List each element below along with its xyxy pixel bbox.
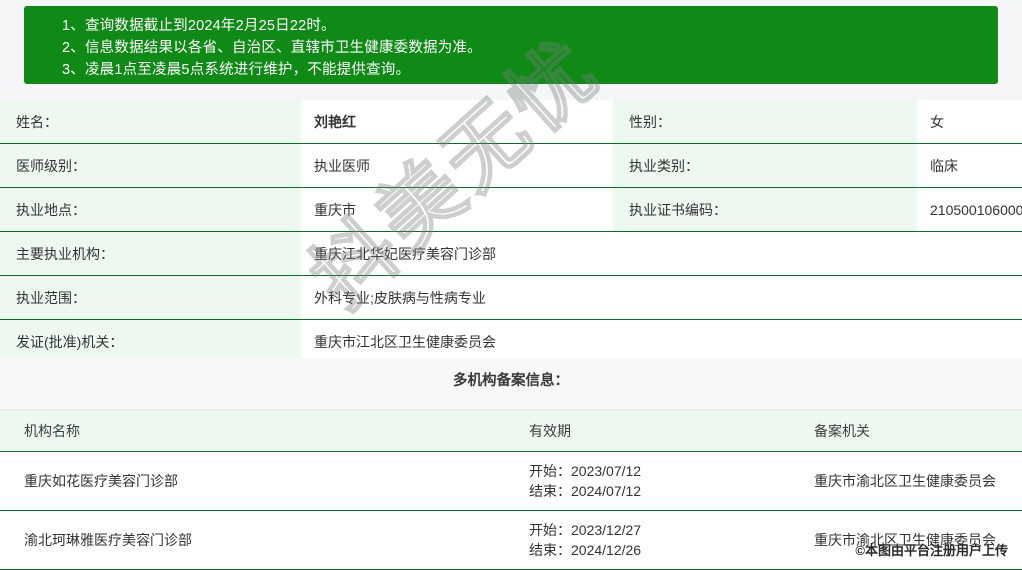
column-header-institution-name: 机构名称 (0, 410, 529, 452)
value-practice-category: 临床 (917, 143, 1022, 188)
label-name: 姓名： (0, 100, 301, 144)
cell-filing-authority: 重庆市渝北区卫生健康委员会 (814, 510, 1022, 570)
label-gender: 性别： (613, 100, 917, 144)
column-header-validity-period: 有效期 (529, 410, 814, 452)
corner-watermark: ©本图由平台注册用户上传 (855, 543, 1008, 558)
cell-validity-period: 开始：2023/12/27 结束：2024/12/26 (529, 510, 814, 570)
value-primary-institution: 重庆江北华妃医疗美容门诊部 (301, 231, 1022, 276)
label-practice-scope: 执业范围： (0, 275, 301, 320)
table-row: 渝北珂琳雅医疗美容门诊部 开始：2023/12/27 结束：2024/12/26… (0, 510, 1022, 570)
validity-end: 结束：2024/12/26 (529, 542, 642, 558)
cell-validity-period: 开始：2023/07/12 结束：2024/07/12 (529, 451, 814, 511)
notice-line-3: 3、凌晨1点至凌晨5点系统进行维护，不能提供查询。 (62, 62, 411, 78)
table-row: 姓名： 刘艳红 性别： 女 (0, 100, 1022, 144)
value-issuing-authority: 重庆市江北区卫生健康委员会 (301, 319, 1022, 364)
table-row: 重庆如花医疗美容门诊部 开始：2023/07/12 结束：2024/07/12 … (0, 451, 1022, 511)
validity-start: 开始：2023/07/12 (529, 463, 642, 479)
filing-records-table: 机构名称 有效期 备案机关 重庆如花医疗美容门诊部 开始：2023/07/12 … (0, 410, 1022, 570)
value-practice-scope: 外科专业;皮肤病与性病专业 (301, 275, 1022, 320)
notice-line-2: 2、信息数据结果以各省、自治区、直辖市卫生健康委数据为准。 (62, 40, 482, 56)
validity-end: 结束：2024/07/12 (529, 483, 642, 499)
value-gender: 女 (917, 100, 1022, 144)
table-row: 发证(批准)机关： 重庆市江北区卫生健康委员会 (0, 319, 1022, 364)
table-row: 主要执业机构： 重庆江北华妃医疗美容门诊部 (0, 231, 1022, 276)
label-license-number: 执业证书编码： (613, 187, 917, 232)
cell-institution-name: 重庆如花医疗美容门诊部 (0, 451, 529, 511)
multi-institution-section-band: 多机构备案信息： (0, 358, 1022, 410)
label-doctor-level: 医师级别： (0, 143, 301, 188)
value-license-number: 210500106000788 (917, 187, 1022, 232)
value-name: 刘艳红 (301, 100, 613, 144)
notice-line-1: 1、查询数据截止到2024年2月25日22时。 (62, 18, 336, 34)
table-row: 执业范围： 外科专业;皮肤病与性病专业 (0, 275, 1022, 320)
notice-banner: 1、查询数据截止到2024年2月25日22时。 2、信息数据结果以各省、自治区、… (24, 6, 998, 84)
table-header-row: 机构名称 有效期 备案机关 (0, 410, 1022, 452)
column-header-filing-authority: 备案机关 (814, 410, 1022, 452)
label-issuing-authority: 发证(批准)机关： (0, 319, 301, 364)
table-row: 医师级别： 执业医师 执业类别： 临床 (0, 143, 1022, 188)
validity-start: 开始：2023/12/27 (529, 522, 642, 538)
table-row: 执业地点： 重庆市 执业证书编码： 210500106000788 (0, 187, 1022, 232)
label-practice-location: 执业地点： (0, 187, 301, 232)
value-practice-location: 重庆市 (301, 187, 613, 232)
label-primary-institution: 主要执业机构： (0, 231, 301, 276)
value-doctor-level: 执业医师 (301, 143, 613, 188)
doctor-detail-table: 姓名： 刘艳红 性别： 女 医师级别： 执业医师 执业类别： 临床 执业地点： … (0, 100, 1022, 364)
section-title: 多机构备案信息： (453, 373, 569, 389)
label-practice-category: 执业类别： (613, 143, 917, 188)
cell-filing-authority: 重庆市渝北区卫生健康委员会 (814, 451, 1022, 511)
cell-institution-name: 渝北珂琳雅医疗美容门诊部 (0, 510, 529, 570)
